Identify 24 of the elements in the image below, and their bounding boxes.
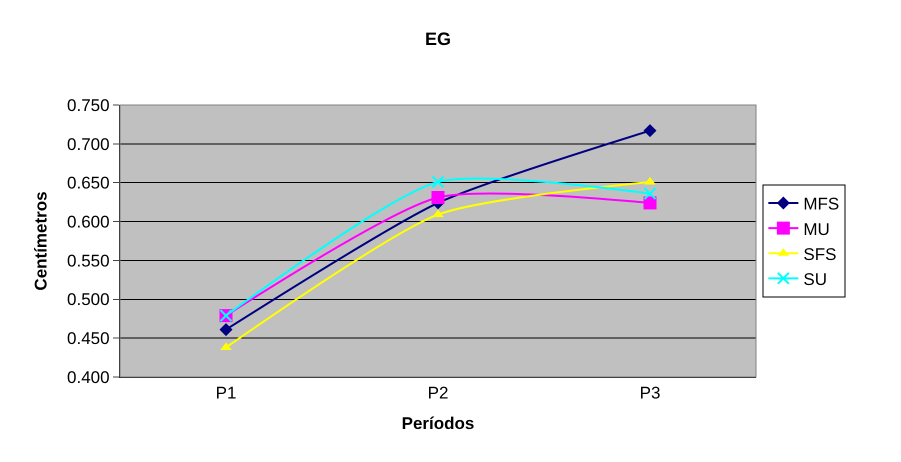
point (432, 190, 444, 204)
x-tick-label: P1 (216, 383, 236, 402)
y-tick-label: 0.500 (67, 290, 110, 310)
y-tick-label: 0.600 (67, 212, 110, 232)
y-tick-label: 0.400 (67, 368, 110, 387)
point (644, 124, 656, 138)
legend-label: MU (803, 220, 830, 239)
chart-title: EG (424, 28, 452, 49)
legend-label: SFS (803, 244, 836, 264)
y-tick-label: 0.650 (67, 174, 110, 193)
y-tick-label: 0.450 (67, 329, 110, 348)
point (432, 175, 444, 188)
point (220, 323, 232, 336)
y-tick-label: 0.550 (67, 251, 110, 270)
y-tick-label: 0.700 (67, 134, 110, 154)
point (644, 196, 656, 210)
y-tick-label: 0.750 (67, 96, 110, 115)
legend-label: SU (803, 270, 827, 289)
x-tick-label: P3 (640, 383, 660, 402)
point (644, 187, 656, 200)
x-tick-label: P2 (428, 383, 448, 402)
legend-label: MFS (803, 194, 840, 214)
x-axis-title: Períodos (402, 414, 474, 433)
y-axis-title: Centímetros (32, 191, 51, 291)
